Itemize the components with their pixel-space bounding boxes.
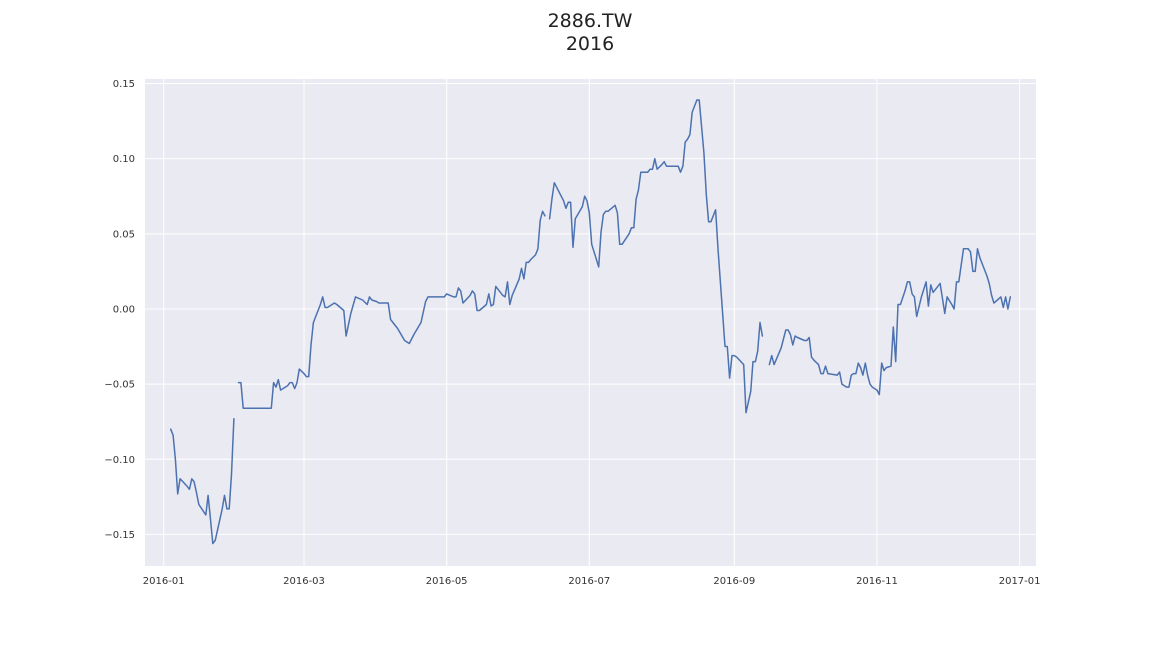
series-lines bbox=[169, 99, 1012, 545]
x-tick-label: 2017-01 bbox=[999, 576, 1041, 587]
series-line-segment bbox=[237, 210, 546, 409]
y-tick-label: −0.15 bbox=[104, 530, 135, 541]
y-tick-label: −0.05 bbox=[104, 380, 135, 391]
plot-area bbox=[145, 79, 1036, 566]
y-tick-label: −0.10 bbox=[104, 455, 135, 466]
x-tick-label: 2016-05 bbox=[426, 576, 468, 587]
y-tick-label: 0.10 bbox=[113, 154, 135, 165]
x-tick-label: 2016-09 bbox=[713, 576, 755, 587]
x-tick-label: 2016-11 bbox=[856, 576, 898, 587]
series-line-segment bbox=[169, 417, 235, 545]
x-tick-label: 2016-07 bbox=[568, 576, 610, 587]
chart-subtitle: 2016 bbox=[565, 33, 615, 55]
y-tick-label: 0.05 bbox=[113, 229, 135, 240]
chart-title: 2886.TW bbox=[547, 10, 633, 32]
x-tick-label: 2016-01 bbox=[143, 576, 185, 587]
x-tick-label: 2016-03 bbox=[283, 576, 325, 587]
y-axis: 0.15 0.10 0.05 0.00 −0.05 −0.10 −0.15 bbox=[104, 79, 135, 541]
y-tick-label: 0.00 bbox=[113, 304, 135, 315]
x-axis: 2016-01 2016-03 2016-05 2016-07 2016-09 2016-… bbox=[143, 576, 1041, 587]
series-line-segment bbox=[548, 99, 764, 414]
y-tick-label: 0.15 bbox=[113, 79, 135, 90]
series-line-segment bbox=[768, 248, 1012, 396]
